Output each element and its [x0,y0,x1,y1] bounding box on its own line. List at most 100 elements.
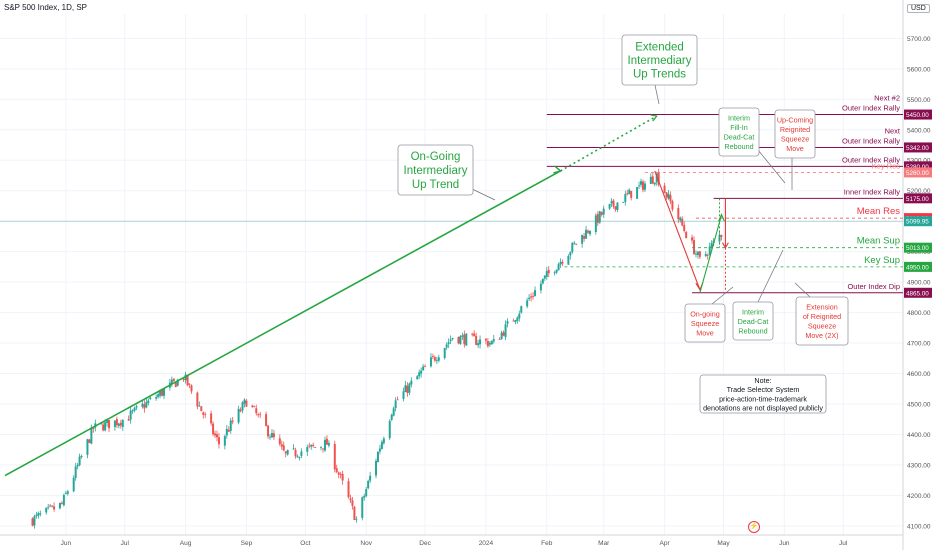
level-price-label: 5260.00 [906,170,929,177]
candle-body [375,460,378,476]
candle-body [588,230,591,235]
candle-body [710,243,713,247]
y-tick-label: 4500.00 [907,401,931,408]
candle-body [518,313,521,319]
candle-body [121,419,124,427]
candle-body [671,201,674,210]
candle-body [657,172,660,185]
candle-body [402,391,405,399]
candle-body [243,399,246,404]
level-price-badge [904,287,932,298]
candle-body [298,456,301,458]
candle-body [200,406,203,412]
candle-body [581,234,584,244]
candle-body [176,379,179,386]
level-text-label: Mean Sup [857,236,900,247]
candle-body [141,403,144,407]
callout-text: price-action-time-trademark [719,394,807,403]
candle-body [270,432,273,438]
candle-body [704,253,707,257]
x-tick-label: 2024 [479,540,494,547]
candle-body [473,333,476,337]
candle-body [49,505,52,507]
candle-body [339,473,342,475]
candle-body [223,436,226,446]
candle-body [459,336,462,345]
candle-body [465,333,468,346]
candle-body [186,374,189,386]
candle-body [129,410,132,420]
candle-body [545,271,548,277]
candle-body [314,447,317,448]
candle-body [616,202,619,210]
candle-body [492,339,495,342]
callout-text: Up Trends [633,69,686,81]
callout-text: Dead-Cat [738,317,769,326]
candle-body [37,513,40,516]
candle-body [641,181,644,190]
candle-body [280,444,283,447]
callout-pointer [794,282,811,298]
candle-body [585,229,588,239]
x-tick-label: Nov [360,540,372,547]
candle-body [429,357,432,367]
level-text-label: Mean Res [857,206,901,217]
candle-body [172,378,175,382]
candle-body [475,335,478,345]
candle-body [598,211,601,223]
candle-body [227,429,230,432]
candle-body [437,357,440,361]
level-text-label: Outer Index Rally [842,155,900,164]
rebound-arrow [699,214,723,293]
candle-body [216,434,219,438]
lightning-icon[interactable]: ⚡ [748,521,760,533]
level-text-label: Key Res [872,161,901,170]
x-tick-label: Oct [300,540,310,547]
candle-body [484,338,487,341]
callout-box [774,109,816,159]
candle-body [365,489,368,497]
candle-body [683,225,686,231]
candle-body [325,438,328,445]
candle-body [378,448,381,452]
candle-body [422,366,425,371]
level-price-label: 4950.00 [906,264,929,271]
candle-body [583,236,586,239]
candle-body [212,423,215,435]
callout-box [684,303,726,343]
candle-body [155,397,158,399]
candle-body [241,402,244,411]
candle-body [282,445,285,451]
candle-body [308,445,311,447]
candle-body [369,475,372,481]
candle-body [66,491,69,494]
callout-box [699,374,827,414]
callout-text: Rebound [724,142,753,151]
currency-label[interactable]: USD [907,4,930,13]
callout-text: Trade Selector System [727,385,800,394]
y-tick-label: 4200.00 [907,493,931,500]
candle-body [532,296,535,297]
level-price-label: 4865.00 [906,290,929,297]
y-tick-label: 4400.00 [907,432,931,439]
squeeze-arrow [654,170,701,290]
callout-text: Reignited [780,125,810,134]
candle-body [685,231,688,239]
candle-body [569,252,572,256]
level-price-label: 5450.00 [906,112,929,119]
callout-text: Squeeze [808,322,836,331]
candle-body [696,251,699,256]
candle-body [420,370,423,374]
candle-body [64,493,67,494]
candle-body [127,419,130,421]
callout-text: Fill-In [730,123,748,132]
candle-body [693,240,696,255]
candle-body [534,290,537,296]
level-price-badge [904,109,932,120]
candle-body [347,481,350,498]
candle-body [530,296,533,298]
callout-pointer [711,286,734,305]
candle-body [663,185,666,193]
callout-text: Intermediary [404,165,468,177]
